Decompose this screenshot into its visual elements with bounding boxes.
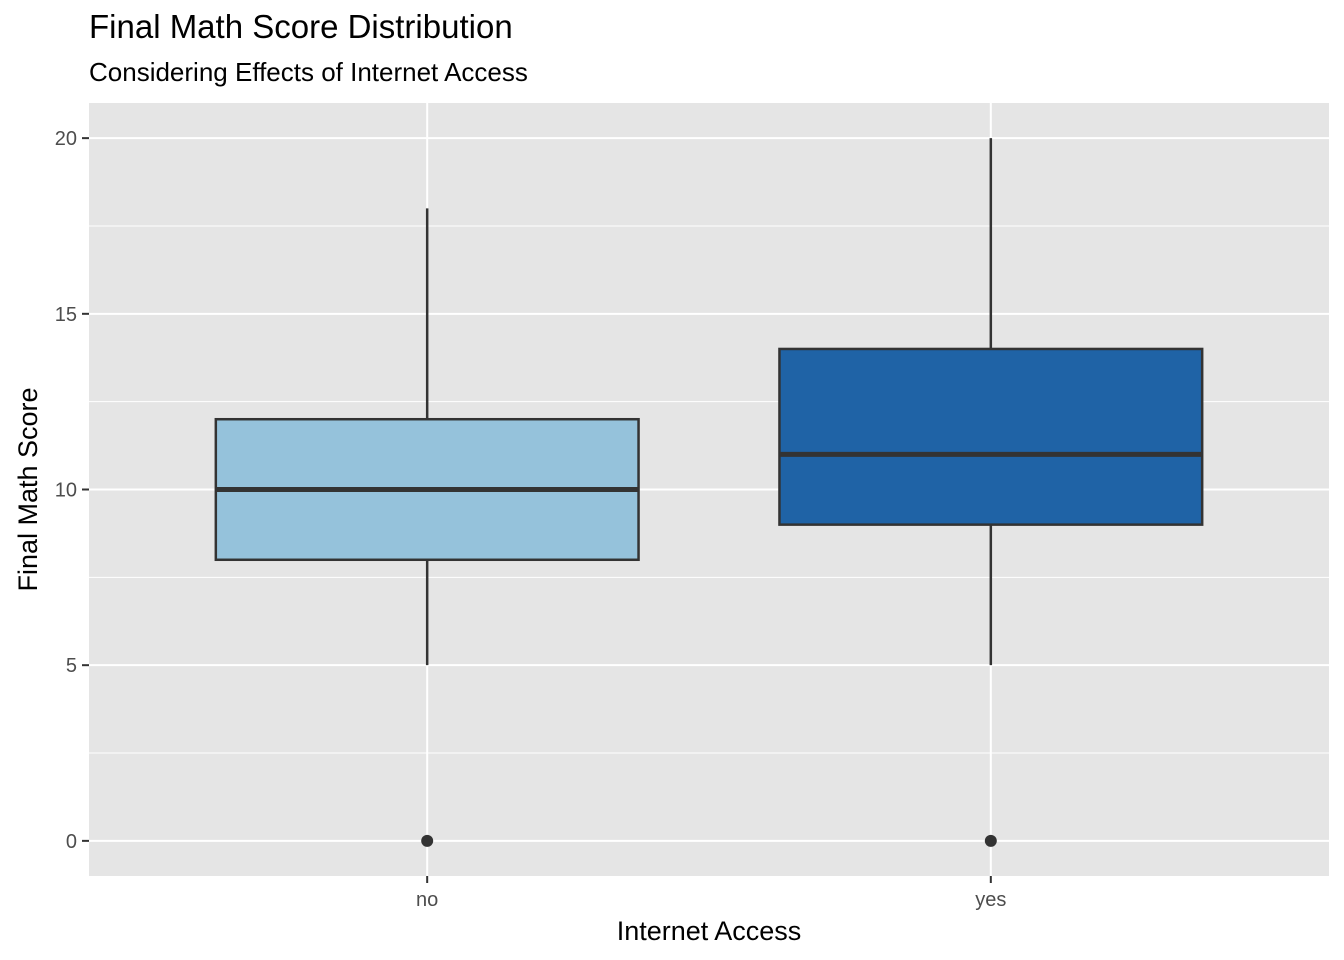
outlier-point [421, 834, 434, 847]
y-axis: 0 5 10 15 20 [55, 128, 89, 853]
y-tick-label: 0 [66, 831, 77, 853]
x-axis: no yes [416, 876, 1006, 911]
box-no [214, 208, 640, 847]
x-tick-label: yes [975, 889, 1006, 911]
box-yes [778, 138, 1204, 847]
y-tick-label: 20 [55, 128, 77, 150]
y-tick-label: 10 [55, 480, 77, 502]
chart-subtitle: Considering Effects of Internet Access [89, 57, 528, 87]
y-tick-label: 15 [55, 304, 77, 326]
y-axis-title: Final Math Score [13, 387, 43, 591]
outlier-point [984, 834, 997, 847]
chart-title: Final Math Score Distribution [89, 8, 513, 45]
y-tick-label: 5 [66, 655, 77, 677]
x-tick-label: no [416, 889, 438, 911]
box-iqr [778, 347, 1204, 526]
box-series [214, 138, 1204, 847]
x-axis-title: Internet Access [617, 916, 802, 946]
